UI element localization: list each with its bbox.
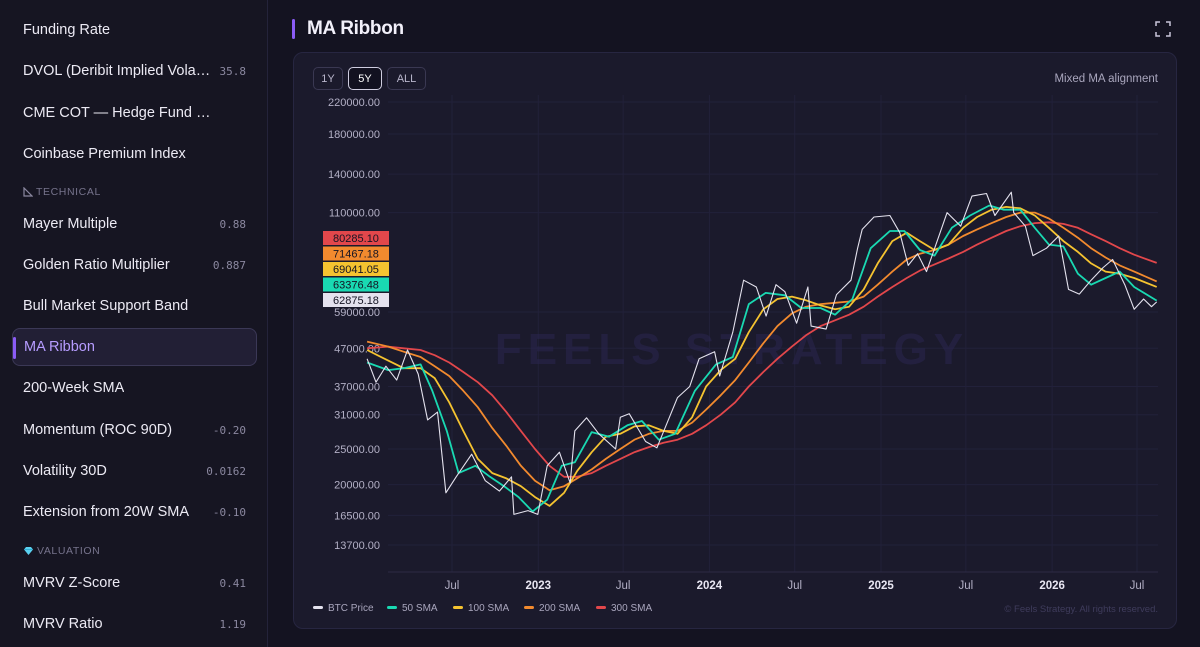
sidebar-item-value: 0.887	[212, 258, 246, 272]
sidebar-item-funding-rate[interactable]: Funding Rate	[12, 11, 257, 49]
sidebar-item-label: Volatility 30D	[23, 463, 107, 479]
sidebar-item-extension-20w[interactable]: Extension from 20W SMA -0.10	[12, 493, 257, 531]
sidebar-item-label: Mayer Multiple	[23, 216, 118, 232]
sidebar-item-value: 0.88	[219, 217, 247, 231]
sidebar-item-label: Momentum (ROC 90D)	[23, 422, 173, 438]
sidebar-item-value: 0.0162	[206, 464, 246, 478]
section-heading-valuation: VALUATION	[23, 545, 100, 557]
sidebar-item-mvrv-z[interactable]: MVRV Z-Score 0.41	[12, 564, 257, 602]
sidebar-item-value: 35.8	[219, 64, 247, 78]
sidebar-item-label: MVRV Ratio	[23, 616, 103, 632]
sidebar-item-value: 0.41	[219, 576, 247, 590]
range-button-1y[interactable]: 1Y	[313, 67, 343, 90]
sidebar: Funding Rate DVOL (Deribit Implied Volat…	[0, 0, 268, 647]
range-button-all[interactable]: ALL	[387, 67, 426, 90]
sidebar-item-mvrv-ratio[interactable]: MVRV Ratio 1.19	[12, 605, 257, 643]
sidebar-item-label: Funding Rate	[23, 22, 111, 38]
sidebar-item-momentum[interactable]: Momentum (ROC 90D) -0.20	[12, 411, 257, 449]
sidebar-item-value: -0.20	[212, 423, 246, 437]
page-title: MA Ribbon	[307, 18, 404, 39]
sidebar-item-label: Golden Ratio Multiplier	[23, 257, 170, 273]
sidebar-item-label: MVRV Z-Score	[23, 575, 121, 591]
range-button-5y[interactable]: 5Y	[348, 67, 382, 90]
section-heading-label: TECHNICAL	[36, 186, 101, 198]
section-heading-technical: TECHNICAL	[23, 186, 101, 198]
sidebar-item-mayer-multiple[interactable]: Mayer Multiple 0.88	[12, 205, 257, 243]
sidebar-item-dvol[interactable]: DVOL (Deribit Implied Volatil... 35.8	[12, 52, 257, 90]
sidebar-item-label: Extension from 20W SMA	[23, 504, 189, 520]
fullscreen-icon[interactable]	[1154, 20, 1172, 38]
sidebar-item-label: Coinbase Premium Index	[23, 146, 186, 162]
sidebar-item-ma-ribbon[interactable]: MA Ribbon	[12, 328, 257, 366]
alignment-status: Mixed MA alignment	[1054, 73, 1158, 85]
page-header: MA Ribbon	[292, 18, 404, 40]
diamond-icon	[24, 547, 33, 555]
sidebar-item-coinbase-premium[interactable]: Coinbase Premium Index	[12, 135, 257, 173]
sidebar-item-label: CME COT — Hedge Fund Positio...	[23, 105, 213, 121]
sidebar-item-value: -0.10	[212, 505, 246, 519]
sidebar-item-label: 200-Week SMA	[23, 380, 125, 396]
ruler-icon	[23, 187, 33, 197]
chart-panel	[293, 52, 1177, 629]
sidebar-item-cme-cot[interactable]: CME COT — Hedge Fund Positio...	[12, 94, 257, 132]
sidebar-item-volatility[interactable]: Volatility 30D 0.0162	[12, 452, 257, 490]
sidebar-item-value: 1.19	[219, 617, 247, 631]
sidebar-item-200-week-sma[interactable]: 200-Week SMA	[12, 369, 257, 407]
title-accent-bar	[292, 19, 295, 39]
section-heading-label: VALUATION	[37, 545, 101, 557]
sidebar-item-bull-market-band[interactable]: Bull Market Support Band	[12, 287, 257, 325]
sidebar-item-label: Bull Market Support Band	[23, 298, 189, 314]
sidebar-item-label: MA Ribbon	[24, 339, 95, 355]
sidebar-item-golden-ratio[interactable]: Golden Ratio Multiplier 0.887	[12, 246, 257, 284]
sidebar-item-label: DVOL (Deribit Implied Volatil...	[23, 63, 213, 79]
